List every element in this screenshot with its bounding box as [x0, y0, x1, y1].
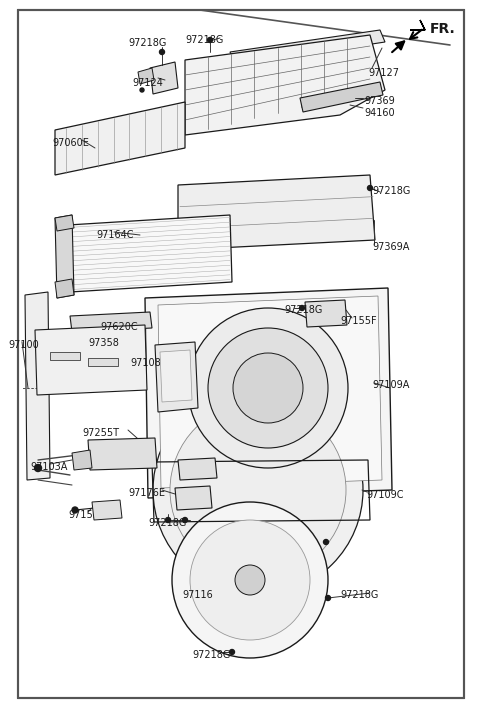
Circle shape — [188, 308, 348, 468]
Text: 97218G: 97218G — [284, 305, 323, 315]
Text: 97060E: 97060E — [52, 138, 89, 148]
Circle shape — [72, 507, 78, 513]
Circle shape — [300, 306, 304, 311]
Polygon shape — [35, 325, 147, 395]
Polygon shape — [55, 279, 74, 298]
Text: 97218G: 97218G — [186, 35, 224, 45]
Polygon shape — [55, 215, 74, 298]
Text: 97218G: 97218G — [148, 518, 186, 528]
Text: 97108E: 97108E — [130, 358, 167, 368]
Circle shape — [35, 464, 41, 471]
Text: 97255T: 97255T — [82, 428, 119, 438]
Polygon shape — [150, 62, 178, 94]
Bar — [50, 352, 80, 360]
Text: 97109C: 97109C — [366, 490, 404, 500]
Circle shape — [207, 38, 213, 43]
Text: 97620C: 97620C — [100, 322, 138, 332]
Polygon shape — [72, 450, 92, 470]
Circle shape — [172, 502, 328, 658]
Circle shape — [229, 649, 235, 654]
Polygon shape — [158, 296, 382, 488]
Text: 97116: 97116 — [182, 590, 213, 600]
Text: 94160: 94160 — [364, 108, 395, 118]
Polygon shape — [230, 30, 385, 65]
Circle shape — [233, 353, 303, 423]
Text: 97218G: 97218G — [192, 650, 230, 660]
Polygon shape — [55, 102, 185, 175]
Text: 97155F: 97155F — [340, 316, 377, 326]
Text: 97127: 97127 — [368, 68, 399, 78]
Polygon shape — [138, 68, 154, 84]
Circle shape — [153, 385, 363, 595]
Polygon shape — [155, 342, 198, 412]
Text: 97124: 97124 — [132, 78, 163, 88]
Polygon shape — [68, 215, 232, 292]
Polygon shape — [305, 300, 347, 327]
Text: 97153C: 97153C — [68, 510, 106, 520]
Polygon shape — [300, 82, 383, 112]
Polygon shape — [410, 20, 425, 30]
Circle shape — [170, 402, 346, 578]
Text: 97218G: 97218G — [340, 590, 378, 600]
Polygon shape — [92, 500, 122, 520]
Polygon shape — [145, 288, 392, 498]
Polygon shape — [88, 438, 157, 470]
Circle shape — [140, 88, 144, 92]
Circle shape — [325, 596, 331, 601]
Text: FR.: FR. — [430, 22, 456, 36]
Polygon shape — [178, 175, 375, 250]
Text: 97369A: 97369A — [372, 242, 409, 252]
Circle shape — [235, 565, 265, 595]
Circle shape — [166, 518, 170, 523]
Polygon shape — [55, 215, 74, 231]
Text: 97164C: 97164C — [96, 230, 133, 240]
Text: 97358: 97358 — [88, 338, 119, 348]
Polygon shape — [70, 312, 152, 332]
Text: 97218G: 97218G — [372, 186, 410, 196]
Polygon shape — [25, 292, 50, 480]
Polygon shape — [160, 350, 192, 402]
Text: 97369: 97369 — [364, 96, 395, 106]
Polygon shape — [175, 486, 212, 510]
Circle shape — [159, 50, 165, 55]
Text: 97100: 97100 — [8, 340, 39, 350]
Polygon shape — [178, 458, 217, 480]
Polygon shape — [185, 35, 385, 135]
Circle shape — [190, 520, 310, 640]
Circle shape — [182, 518, 188, 523]
Bar — [88, 358, 118, 366]
Text: 97218G: 97218G — [129, 38, 167, 48]
Text: 97176E: 97176E — [128, 488, 165, 498]
Text: 97103A: 97103A — [30, 462, 67, 472]
Circle shape — [368, 186, 372, 191]
Text: 97109A: 97109A — [372, 380, 409, 390]
Circle shape — [208, 328, 328, 448]
Circle shape — [324, 540, 328, 545]
